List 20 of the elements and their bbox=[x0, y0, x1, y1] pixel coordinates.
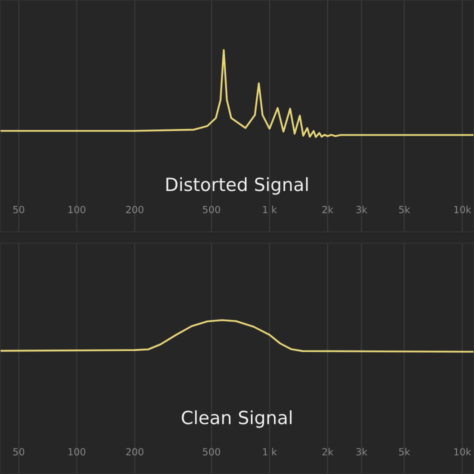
x-tick-label: 50 bbox=[13, 448, 24, 456]
x-tick-label: 200 bbox=[126, 206, 144, 214]
x-tick-label: 10k bbox=[454, 206, 472, 214]
text: Clean Signal bbox=[182, 410, 292, 428]
x-tick-label: 100 bbox=[68, 206, 86, 214]
x-tick-label: 5k bbox=[399, 206, 410, 214]
x-tick-label: 500 bbox=[202, 206, 220, 214]
x-tick-label: 3k bbox=[356, 448, 368, 456]
x-tick-label: 1 k bbox=[263, 448, 277, 456]
x-tick-label: 2k bbox=[322, 206, 334, 214]
text: Distorted Signal bbox=[166, 177, 308, 195]
x-tick-label: 3k bbox=[356, 206, 368, 214]
x-tick-label: 1 k bbox=[263, 206, 277, 214]
x-tick-label: 2k bbox=[322, 448, 334, 456]
x-tick-label: 10k bbox=[454, 448, 472, 456]
x-tick-label: 500 bbox=[202, 448, 220, 456]
x-tick-label: 5k bbox=[399, 448, 410, 456]
x-tick-label: 200 bbox=[126, 448, 144, 456]
x-tick-label: 100 bbox=[68, 448, 86, 456]
x-tick-label: 50 bbox=[13, 206, 24, 214]
